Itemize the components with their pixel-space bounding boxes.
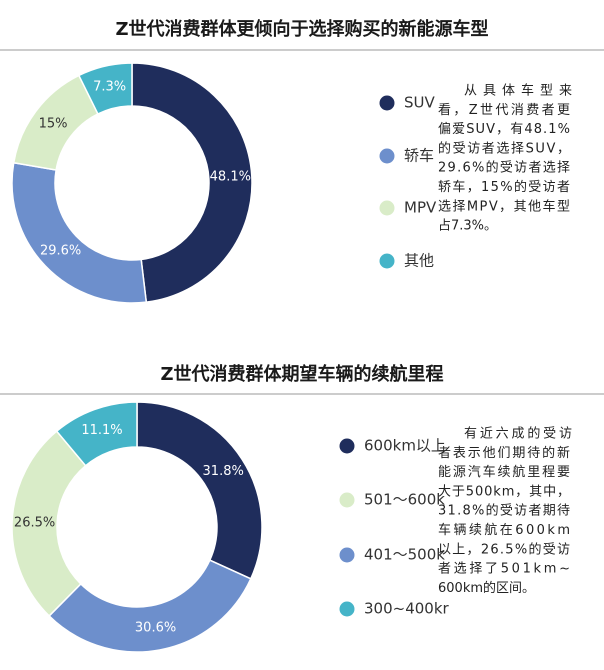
legend-label: SUV — [404, 94, 436, 112]
segment-label: 29.6% — [40, 243, 81, 258]
legend-swatch — [379, 148, 395, 164]
legend-label: 轿车 — [404, 147, 434, 165]
paragraph-line: 的受访者选择SUV， — [438, 140, 570, 156]
chart-title: Z世代消费群体期望车辆的续航里程 — [160, 363, 443, 385]
paragraph-line: 31.8%的受访者期待 — [438, 503, 570, 519]
donut-segment — [131, 62, 253, 303]
legend-label: 600km以上 — [364, 437, 446, 455]
chart-title: Z世代消费群体更倾向于选择购买的新能源车型 — [115, 18, 488, 40]
paragraph-line: 车辆续航在600km — [438, 522, 570, 538]
legend-swatch — [339, 601, 355, 617]
legend-swatch — [379, 95, 395, 111]
legend-swatch — [339, 547, 355, 563]
donut-segment — [11, 430, 87, 618]
paragraph-line: 选择MPV，其他车型 — [438, 198, 570, 214]
paragraph-line: 者表示他们期待的新 — [438, 445, 570, 461]
segment-label: 30.6% — [135, 620, 176, 635]
paragraph-line: 大于500km，其中， — [438, 484, 570, 499]
donut-segment — [48, 559, 252, 653]
paragraph-line: 者选择了501km~ — [438, 562, 570, 577]
paragraph-line: 600km的区间。 — [438, 580, 535, 596]
segment-label: 48.1% — [210, 170, 251, 185]
paragraph-line: 能源汽车续航里程要 — [438, 464, 570, 480]
paragraph-line: 以上，26.5%的受访 — [438, 541, 570, 557]
legend-label: 501～600k — [364, 491, 445, 509]
legend-swatch — [379, 200, 395, 216]
paragraph-line: 占7.3%。 — [438, 219, 497, 234]
segment-label: 31.8% — [203, 464, 244, 479]
segment-label: 7.3% — [93, 80, 126, 95]
donut-segment — [136, 401, 263, 580]
segment-label: 11.1% — [81, 423, 122, 438]
legend-swatch — [379, 253, 395, 269]
segment-label: 15% — [39, 117, 68, 132]
paragraph-line: 偏爱SUV，有48.1% — [438, 122, 570, 137]
legend-label: MPV — [404, 199, 437, 217]
paragraph-line: 轿车，15%的受访者 — [438, 179, 570, 195]
donut-segment — [11, 161, 148, 304]
paragraph-line: 看，Z世代消费者更 — [438, 102, 570, 118]
legend-label: 300~400kr — [364, 600, 450, 618]
legend-swatch — [339, 438, 355, 454]
paragraph-line: 有近六成的受访 — [464, 426, 572, 442]
legend-swatch — [339, 492, 355, 508]
legend-label: 其他 — [404, 252, 434, 270]
paragraph-line: 29.6%的受访者选择 — [438, 160, 570, 176]
donut-segment — [77, 62, 133, 115]
legend-label: 401～500k — [364, 546, 445, 564]
paragraph-line: 从具体车型来 — [464, 83, 572, 99]
donut-segment — [55, 401, 138, 467]
segment-label: 26.5% — [14, 515, 55, 530]
